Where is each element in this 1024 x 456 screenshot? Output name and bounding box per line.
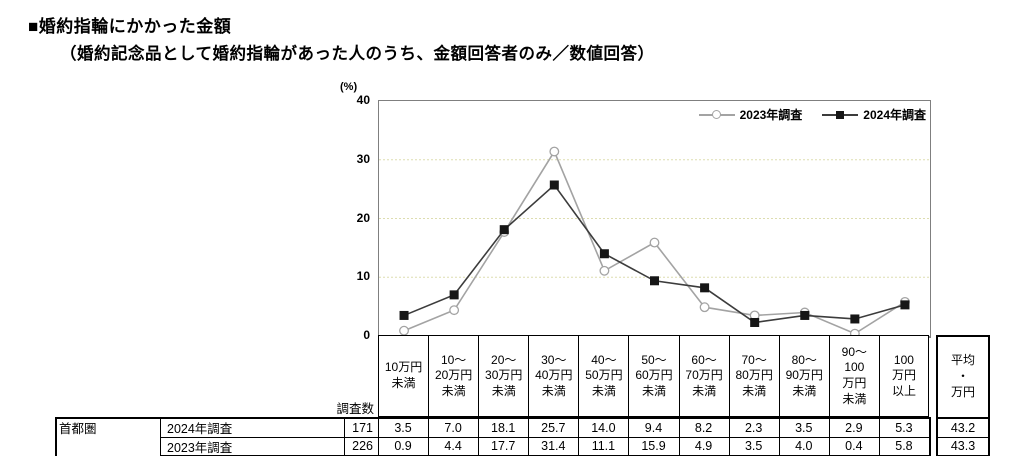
value-cell: 8.2 [694,420,713,435]
value-cell: 11.1 [591,439,616,453]
value-cell: 4.0 [795,439,813,453]
value-cell: 2.3 [744,420,763,435]
page-subtitle: （婚約記念品として婚約指輪があった人のうち、金額回答者のみ／数値回答） [60,45,655,63]
table-grid-line [938,417,988,419]
value-cell: 0.4 [845,439,863,453]
value-cell: 0.9 [394,439,412,453]
average-value-cell: 43.3 [950,439,976,453]
data-point-square-filled [449,290,459,300]
average-column-block [936,335,990,456]
table-header-cell: 70～ 80万円 未満 [728,335,779,417]
table-body-block [55,417,931,456]
chart-svg [379,146,930,339]
region-label-cell: 首都圏 [59,422,97,436]
table-grid-line [160,437,929,438]
data-point-circle-open [449,305,460,316]
value-cell: 25.7 [541,420,566,435]
y-axis-tick-label: 40 [356,93,370,107]
table-header-cell: 80～ 90万円 未満 [778,335,829,417]
legend-item-2023: 2023年調査 [698,106,803,123]
value-cell: 18.1 [491,420,516,435]
data-point-circle-open [699,302,710,313]
table-header-cell: 90～ 100 万円 未満 [828,335,879,417]
data-point-circle-open [549,146,560,157]
value-cell: 3.5 [394,420,412,435]
filled-square-marker-icon [822,109,859,120]
value-cell: 14.0 [591,420,616,435]
value-cell: 7.0 [444,420,462,435]
count-cell: 171 [352,420,373,435]
legend-item-2024: 2024年調査 [822,106,926,123]
data-point-square-filled [549,180,559,190]
data-point-circle-open [649,237,660,248]
value-cell: 5.8 [895,439,913,453]
data-point-square-filled [900,300,910,310]
page-title: ■婚約指輪にかかった金額 [28,17,232,36]
plot-area [378,100,931,339]
value-cell: 9.4 [644,420,663,435]
open-circle-marker-icon [698,109,735,120]
data-point-square-filled [499,225,509,235]
table-header-cell: 10～ 20万円 未満 [428,335,479,417]
count-cell: 226 [352,439,373,453]
value-cell: 3.5 [744,439,763,453]
value-cell: 4.9 [694,439,713,453]
average-value-cell: 43.2 [950,420,976,435]
y-axis-tick-label: 0 [363,328,370,342]
value-cell: 2.9 [845,420,863,435]
table-header-cell: 50～ 60万円 未満 [628,335,679,417]
series-line-2024年調査 [403,183,906,324]
legend-label-2024: 2024年調査 [863,108,926,122]
table-header-cell: 100 万円 以上 [878,335,929,417]
value-cell: 31.4 [541,439,566,453]
table-header-cell: 60～ 70万円 未満 [678,335,729,417]
data-point-square-filled [650,276,659,286]
survey-name-cell: 2024年調査 [167,422,233,436]
table-header-cell: 30～ 40万円 未満 [528,335,579,417]
data-point-circle-open [399,325,409,336]
y-axis-tick-label: 20 [356,210,370,225]
data-point-square-filled [599,249,609,259]
value-cell: 5.3 [895,420,913,435]
count-column-header: 調査数 [336,402,374,416]
table-header-cell: 40～ 50万円 未満 [578,335,629,417]
data-point-square-filled [700,283,710,293]
data-point-square-filled [800,310,810,320]
y-axis-tick-label: 30 [356,151,370,166]
y-axis-tick-label: 10 [356,269,370,284]
value-cell: 3.5 [795,420,813,435]
value-cell: 17.7 [491,439,516,453]
table-header-cell: 20～ 30万円 未満 [478,335,529,417]
data-point-square-filled [850,314,860,324]
y-axis-unit-label: (%) [340,81,358,93]
average-column-header: 平均 ・ 万円 [950,352,975,400]
data-point-square-filled [399,310,409,320]
legend-label-2023: 2023年調査 [739,108,803,122]
table-header-cell: 10万円 未満 [378,335,429,417]
table-grid-line [938,437,988,438]
data-point-circle-open [599,265,610,276]
survey-name-cell: 2023年調査 [167,440,233,455]
chart-legend: 2023年調査 2024年調査 [590,106,926,123]
data-point-square-filled [750,317,760,327]
value-cell: 15.9 [641,439,666,453]
value-cell: 4.4 [444,439,462,453]
